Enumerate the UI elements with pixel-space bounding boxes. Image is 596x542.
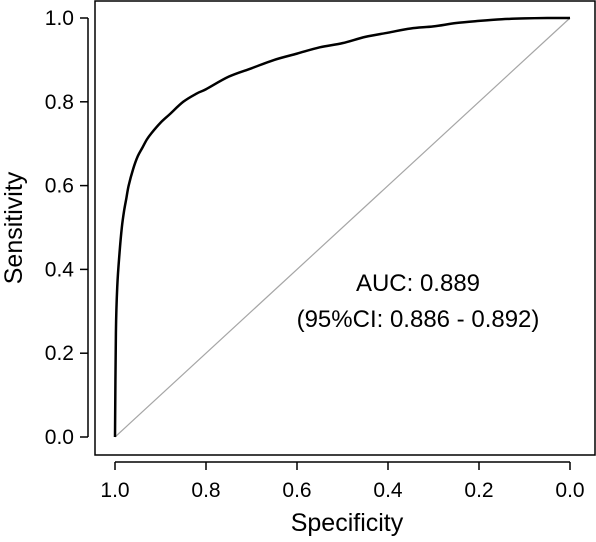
y-tick-label: 0.8 xyxy=(45,91,74,114)
x-tick-label: 0.6 xyxy=(282,479,311,502)
y-tick-label: 0.0 xyxy=(45,426,74,449)
x-axis-title: Specificity xyxy=(291,509,404,537)
y-tick-label: 0.6 xyxy=(45,175,74,198)
plot-frame xyxy=(94,0,596,456)
x-tick-label: 0.4 xyxy=(373,479,403,502)
x-tick-label: 0.0 xyxy=(555,479,584,502)
reference-diagonal-line xyxy=(114,17,571,438)
auc-annotation: AUC: 0.889 xyxy=(356,270,480,297)
ci-annotation: (95%CI: 0.886 - 0.892) xyxy=(297,306,540,333)
y-tick-label: 0.2 xyxy=(45,342,74,365)
x-axis: 1.0 0.8 0.6 0.4 0.2 0.0 xyxy=(100,461,585,502)
y-tick-label: 0.4 xyxy=(45,258,75,281)
y-tick-label: 1.0 xyxy=(45,7,74,30)
x-tick-label: 1.0 xyxy=(100,479,129,502)
x-tick-label: 0.2 xyxy=(464,479,493,502)
y-axis-title: Sensitivity xyxy=(0,171,28,284)
roc-curve-line xyxy=(113,16,571,438)
x-tick-label: 0.8 xyxy=(191,479,220,502)
y-axis: 0.0 0.2 0.4 0.6 0.8 1.0 xyxy=(45,7,89,449)
